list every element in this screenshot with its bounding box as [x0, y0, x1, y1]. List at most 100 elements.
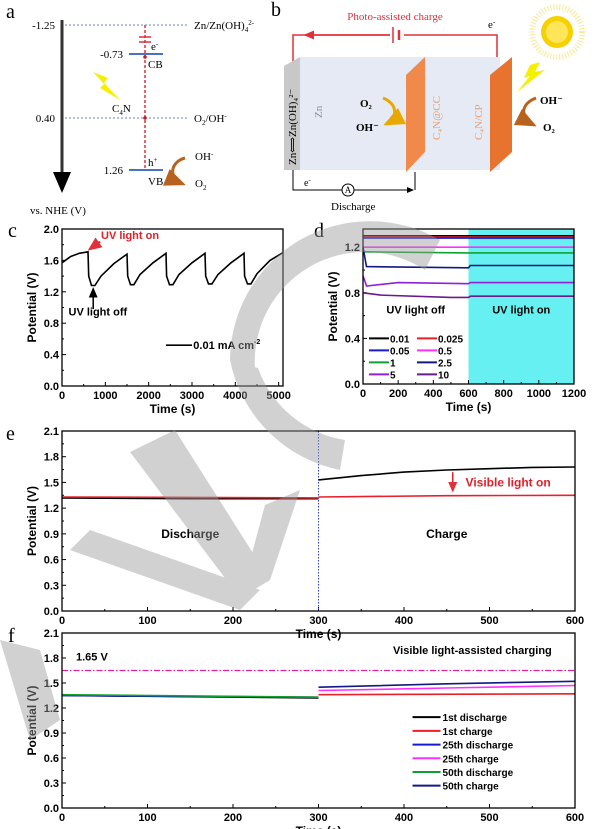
o2-couple-label: O2/OH-	[194, 112, 227, 127]
zn-plate	[284, 57, 300, 170]
y-tick-label: 0.4	[345, 333, 361, 345]
legend-label: 1	[390, 358, 396, 369]
reference-line-label: 1.65 V	[76, 652, 108, 664]
y-tick-label: 1.2	[44, 287, 59, 299]
x-tick-label: 0	[360, 388, 366, 400]
y-tick-label: 0.6	[44, 555, 59, 567]
x-tick-label: 2000	[136, 390, 160, 402]
watermark	[0, 221, 440, 740]
y-tick-label: 0.0	[345, 379, 360, 391]
right-reaction-bottom: O₂	[543, 122, 556, 134]
zn-electrode-label: Zn	[313, 105, 325, 118]
lightning-icon	[93, 72, 120, 100]
y-tick-label: 1.8	[44, 653, 59, 665]
plot-frame	[61, 632, 576, 809]
y-axis-title: Potential (V)	[25, 486, 39, 556]
annotation-visible-light-charging: Visible light-assisted charging	[393, 645, 552, 657]
panel-label-c: c	[8, 220, 17, 242]
material-label: C4N	[112, 103, 131, 117]
y-tick-label: 2.0	[44, 224, 59, 236]
x-tick-label: 0	[59, 390, 65, 402]
x-tick-label: 0	[59, 615, 65, 627]
x-tick-label: 600	[459, 388, 477, 400]
x-tick-label: 200	[224, 615, 242, 627]
lightning-icon-b	[517, 62, 545, 92]
y-tick-label: 1.2	[345, 242, 360, 254]
legend-label-sup: -2	[254, 339, 260, 346]
chart-c: 0 1000 2000 3000 4000 5000 0.0 0.4 0.8 1.2 1.6 2.0 T…	[25, 224, 291, 416]
legend-label: 10	[438, 370, 450, 381]
legend-label: 1st discharge	[443, 713, 508, 724]
x-tick-label: 1000	[93, 390, 117, 402]
y-tick-label: 0.8	[345, 288, 360, 300]
legend-label: 50th discharge	[443, 768, 514, 779]
legend-label: 0.5	[438, 346, 452, 357]
x-tick-label: 400	[395, 812, 413, 824]
panel-a-energy-diagram: a -1.25 -0.73 0.40 1.26 e- CB h+ VB C4N …	[6, 1, 255, 217]
x-tick-label: 100	[138, 812, 156, 824]
c4n-cp-label: C₄N/CP	[473, 104, 485, 140]
y-axis-title: Potential (V)	[326, 271, 340, 341]
y-tick-label: 0.3	[44, 778, 59, 790]
y-axis-title: Potential (V)	[25, 685, 39, 755]
x-tick-label: 3000	[180, 390, 204, 402]
y-tick-label: 0.9	[44, 728, 59, 740]
chart-d: 0 200 400 600 800 1000 1200 0.0 0.4 0.8 1.2 Time (s…	[326, 228, 586, 414]
cb-label: CB	[148, 59, 163, 71]
x-tick-label: 400	[424, 388, 442, 400]
x-tick-label: 1000	[527, 388, 551, 400]
zn-couple-label: Zn/Zn(OH)42-	[194, 19, 255, 34]
oh-label: OH-	[195, 150, 214, 163]
x-tick-label: 300	[309, 615, 327, 627]
x-tick-label: 5000	[266, 390, 290, 402]
annotation-uv-off: UV light off	[69, 306, 128, 318]
plot-frame	[362, 228, 575, 385]
x-tick-label: 4000	[223, 390, 247, 402]
y-tick-label: 0.8	[44, 318, 59, 330]
x-tick-label: 500	[480, 812, 498, 824]
right-reaction-top: OH⁻	[540, 95, 563, 107]
level-label-cb: -0.73	[100, 49, 123, 61]
y-tick-label: 1.2	[44, 703, 59, 715]
reduction-arrow-icon	[382, 96, 407, 126]
discharge-electron-label: e-	[304, 176, 311, 189]
hole-label: h+	[148, 156, 158, 169]
legend-label: 5	[390, 370, 396, 381]
legend-label: 0.05	[390, 346, 410, 357]
crossing-dot	[143, 116, 147, 120]
charts: 0 1000 2000 3000 4000 50000.00.40.81.21.62.0T…	[25, 224, 586, 829]
c4n-cc-plate	[406, 57, 425, 172]
x-tick-label: 1200	[562, 388, 586, 400]
plot-frame	[61, 430, 576, 612]
electron-dot	[143, 55, 147, 59]
panel-label-e: e	[6, 423, 15, 445]
legend-label: 25th charge	[443, 754, 500, 765]
y-tick-label: 0.9	[44, 529, 59, 541]
x-tick-label: 800	[494, 388, 512, 400]
annotation-uv-off: UV light off	[386, 304, 445, 316]
vb-label: VB	[148, 176, 163, 188]
series-line-50th-charge	[318, 680, 576, 688]
panel-label-d: d	[314, 220, 324, 242]
x-tick-label: 500	[480, 615, 498, 627]
annotation-uv-on: UV light on	[492, 304, 550, 316]
series-line	[318, 494, 576, 498]
legend-label: 0.01	[390, 334, 410, 345]
y-tick-label: 1.6	[44, 255, 59, 267]
c4n-cc-label: C₄N@CC	[431, 96, 443, 140]
electrolyte-box	[300, 57, 500, 170]
x-tick-label: 600	[566, 615, 584, 627]
y-tick-label: 1.5	[44, 477, 59, 489]
o2-label: O2	[195, 178, 207, 192]
panel-b-device-schematic: b Photo-assisted charge e- Zn⟺Zn(OH)₄²⁻ …	[271, 0, 585, 213]
discharge-circuit-wire	[292, 170, 414, 193]
x-tick-label: 300	[309, 812, 327, 824]
y-tick-label: 1.2	[44, 503, 59, 515]
series-line	[318, 466, 576, 481]
ammeter-icon	[341, 183, 355, 197]
x-tick-label: 200	[389, 388, 407, 400]
level-label-zn: -1.25	[32, 20, 55, 32]
x-axis-title: Time (s)	[150, 402, 196, 416]
level-label-o2: 0.40	[36, 113, 56, 125]
shaded-region	[468, 229, 574, 384]
